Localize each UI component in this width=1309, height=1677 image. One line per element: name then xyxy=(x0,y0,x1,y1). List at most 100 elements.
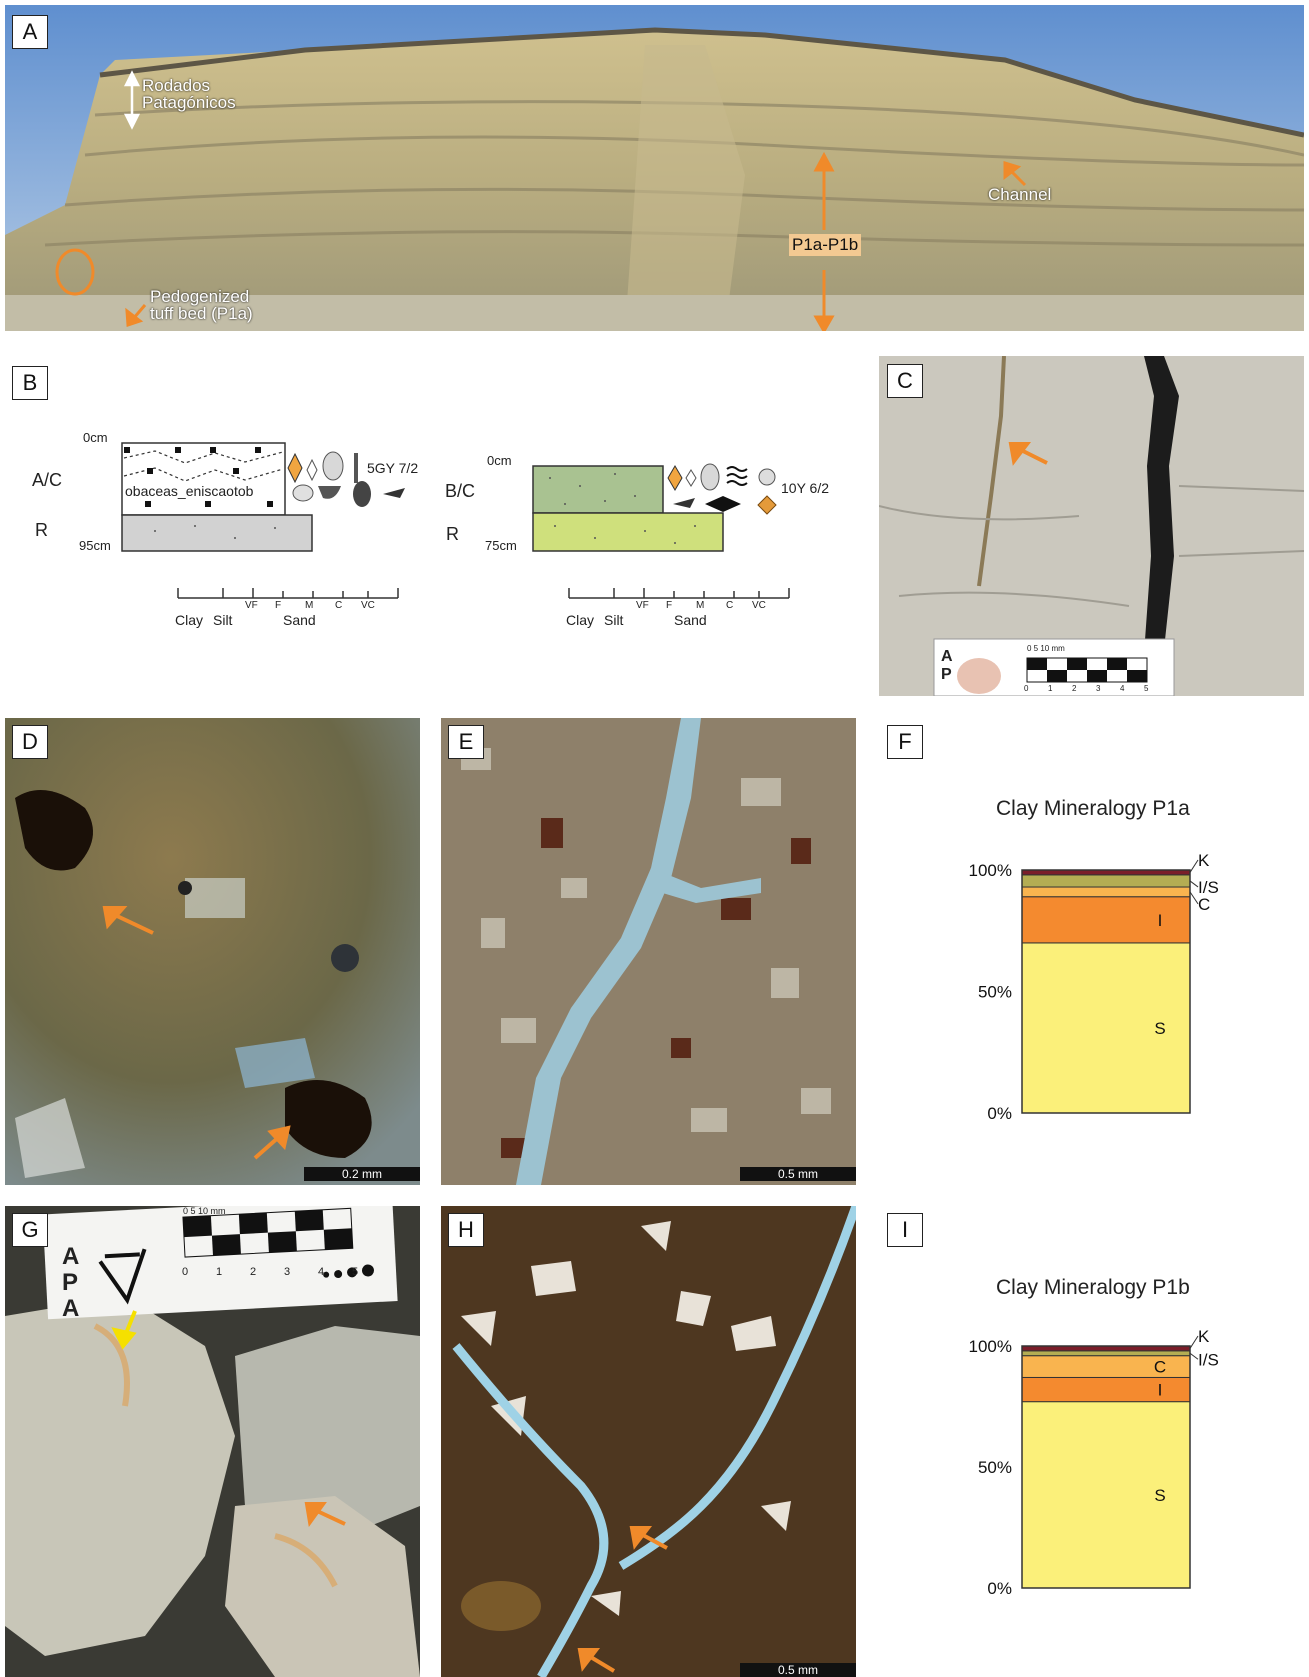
y-tick-50: 50% xyxy=(978,1458,1012,1477)
label-channel: Channel xyxy=(988,186,1051,203)
panel-f: F Clay Mineralogy P1a S I C I/S K 100% 50% 0% xyxy=(879,718,1304,1185)
clay-chart-p1a: S I CI/S K 100% 50% 0% xyxy=(879,718,1304,1185)
y-tick-50: 50% xyxy=(978,983,1012,1002)
scale-tick-3: 3 xyxy=(1096,684,1100,693)
panel-c: C A P 0 5 10 mm 0 1 2 3 4 5 xyxy=(879,356,1304,696)
segment-label-i-s: I/S xyxy=(1198,1350,1219,1369)
y-tick-0: 0% xyxy=(987,1579,1012,1598)
y-tick-100: 100% xyxy=(969,1337,1012,1356)
scale-bar-e: 0.5 mm xyxy=(740,1167,856,1181)
panel-d: D 0.2 mm xyxy=(5,718,420,1185)
profile1-text-overlay: obaceas_eniscaotob xyxy=(125,483,253,499)
leader-line xyxy=(1190,860,1198,872)
scale-card-letters-c: A P xyxy=(941,648,953,684)
panel-b: B 0cm 95cm A/C R obaceas_eniscaotob 5GY … xyxy=(5,356,865,696)
label-rodados: Rodados Patagónicos xyxy=(142,77,236,111)
axis2-small-vc: VC xyxy=(752,600,766,611)
panel-letter-g: G xyxy=(12,1213,48,1247)
scale-tick-1: 1 xyxy=(216,1266,222,1278)
profile1-top-depth: 0cm xyxy=(83,430,108,445)
profile1-horizon-r: R xyxy=(35,520,48,541)
axis1-main-silt: Silt xyxy=(213,612,232,628)
panel-letter-a: A xyxy=(12,15,48,49)
axis1-small-f: F xyxy=(275,600,281,611)
profile2-horizon-bc: B/C xyxy=(445,481,475,502)
profile2-horizon-r: R xyxy=(446,524,459,545)
scale-tick-0: 0 xyxy=(182,1266,188,1278)
segment-label-s: S xyxy=(1154,1486,1165,1505)
clay-chart-p1b: S IC I/S K 100% 50% 0% xyxy=(879,1206,1304,1677)
segment-label-c: C xyxy=(1154,1358,1166,1377)
thin-section-h xyxy=(441,1206,856,1677)
outcrop-photo xyxy=(5,5,1304,331)
leader-line xyxy=(1190,892,1198,904)
axis2-small-m: M xyxy=(696,600,704,611)
scale-bar-h: 0.5 mm xyxy=(740,1663,856,1677)
panel-letter-b: B xyxy=(12,366,48,400)
y-tick-0: 0% xyxy=(987,1104,1012,1123)
panel-e: E 0.5 mm xyxy=(441,718,856,1185)
segment-label-i-s: I/S xyxy=(1198,878,1219,897)
scale-unit-c: 0 5 10 mm xyxy=(1027,644,1065,653)
bar-segment-i-s xyxy=(1022,875,1190,887)
panel-i: I Clay Mineralogy P1b S I C I/S K 100% 50% 0% xyxy=(879,1206,1304,1677)
axis1-small-m: M xyxy=(305,600,313,611)
scale-bar-d: 0.2 mm xyxy=(304,1167,420,1181)
label-pedogenized: Pedogenized tuff bed (P1a) xyxy=(150,288,253,322)
bar-segment-i-s xyxy=(1022,1351,1190,1356)
leader-line xyxy=(1190,1336,1198,1348)
y-tick-100: 100% xyxy=(969,861,1012,880)
axis1-small-vf: VF xyxy=(245,600,258,611)
scale-tick-4: 4 xyxy=(1120,684,1124,693)
profile1-bottom-depth: 95cm xyxy=(79,538,111,553)
thin-section-e xyxy=(441,718,856,1185)
scale-tick-5: 5 xyxy=(1144,684,1148,693)
bar-segment-i xyxy=(1022,897,1190,943)
axis1-small-c: C xyxy=(335,600,342,611)
panel-letter-c: C xyxy=(887,364,923,398)
bar-segment-c xyxy=(1022,887,1190,897)
axis1-main-clay: Clay xyxy=(175,612,203,628)
panel-a: A Rodados Patagónicos Channel P1a-P1b Pe… xyxy=(5,5,1304,331)
segment-label-k: K xyxy=(1198,1327,1210,1346)
axis2-small-vf: VF xyxy=(636,600,649,611)
segment-label-i: I xyxy=(1158,1381,1163,1400)
panel-h: H 0.5 mm xyxy=(441,1206,856,1677)
leader-line xyxy=(1190,881,1198,887)
profile2-top-depth: 0cm xyxy=(487,453,512,468)
axis2-main-clay: Clay xyxy=(566,612,594,628)
axis2-main-sand: Sand xyxy=(674,612,707,628)
axis2-small-f: F xyxy=(666,600,672,611)
thin-section-d xyxy=(5,718,420,1185)
panel-letter-h: H xyxy=(448,1213,484,1247)
bar-segment-i xyxy=(1022,1377,1190,1401)
scale-tick-1: 1 xyxy=(1048,684,1052,693)
panel-letter-d: D xyxy=(12,725,48,759)
scale-tick-2: 2 xyxy=(250,1266,256,1278)
scale-tick-5: 5 xyxy=(352,1266,358,1278)
scale-unit-g: 0 5 10 mm xyxy=(183,1206,226,1216)
scale-tick-3: 3 xyxy=(284,1266,290,1278)
scale-tick-0: 0 xyxy=(1024,684,1028,693)
profile2-bottom-depth: 75cm xyxy=(485,538,517,553)
scale-tick-4: 4 xyxy=(318,1266,324,1278)
profile2-color: 10Y 6/2 xyxy=(781,480,829,496)
segment-label-k: K xyxy=(1198,851,1210,870)
axis2-small-c: C xyxy=(726,600,733,611)
axis1-main-sand: Sand xyxy=(283,612,316,628)
panel-g: G A P A 0 5 10 mm 0 1 2 3 4 5 xyxy=(5,1206,420,1677)
label-p1a-p1b: P1a-P1b xyxy=(789,234,861,256)
axis2-main-silt: Silt xyxy=(604,612,623,628)
profile-diagram xyxy=(5,356,865,696)
scale-card-letters-g: A P A xyxy=(62,1244,79,1322)
fracture-photo xyxy=(879,356,1304,696)
segment-label-s: S xyxy=(1154,1019,1165,1038)
profile1-horizon-ac: A/C xyxy=(32,470,62,491)
panel-letter-e: E xyxy=(448,725,484,759)
segment-label-i: I xyxy=(1158,911,1163,930)
scale-tick-2: 2 xyxy=(1072,684,1076,693)
profile1-color: 5GY 7/2 xyxy=(367,460,418,476)
segment-label-c: C xyxy=(1198,895,1210,914)
leader-line xyxy=(1190,1353,1198,1359)
axis1-small-vc: VC xyxy=(361,600,375,611)
